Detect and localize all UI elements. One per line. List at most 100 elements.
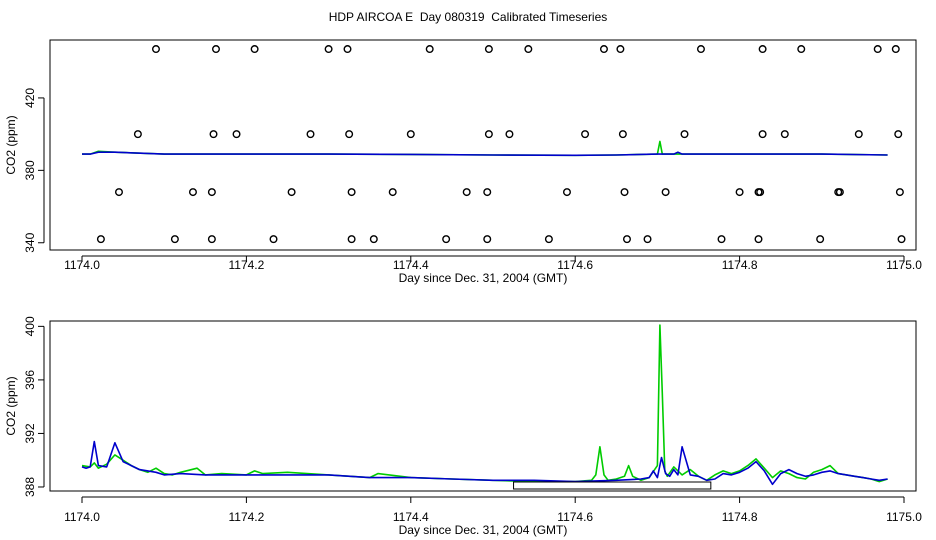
data-point [754, 235, 763, 244]
data-point [306, 130, 315, 139]
data-point [207, 235, 216, 244]
x-axis: 1174.0 1174.2 1174.4 1174.6 1174.8 1175.0 [64, 496, 922, 524]
data-point [897, 235, 906, 244]
y-tick-label: 340 [23, 232, 37, 252]
data-point [462, 188, 471, 197]
y-tick-label: 400 [23, 316, 37, 336]
data-point [151, 45, 160, 54]
data-point [758, 130, 767, 139]
data-point [873, 45, 882, 54]
data-point [544, 235, 553, 244]
blue-series-line [81, 440, 888, 486]
data-point [343, 45, 352, 54]
data-point [345, 130, 354, 139]
x-tick-label: 1174.6 [557, 510, 593, 524]
x-tick-label: 1175.0 [886, 510, 922, 524]
y-tick-label: 388 [23, 477, 37, 497]
data-point [562, 188, 571, 197]
data-point [661, 188, 670, 197]
y-tick-label: 420 [23, 88, 37, 108]
data-point [797, 45, 806, 54]
data-point [854, 130, 863, 139]
data-point [780, 130, 789, 139]
data-point [620, 188, 629, 197]
data-point [207, 188, 216, 197]
data-point [483, 188, 492, 197]
data-point [442, 235, 451, 244]
x-tick-label: 1175.0 [886, 258, 922, 272]
series-lines [82, 140, 888, 157]
plot-frame [49, 320, 917, 492]
data-point [483, 235, 492, 244]
y-tick-label: 392 [23, 423, 37, 443]
data-point [505, 130, 514, 139]
data-point [756, 188, 765, 197]
data-point [369, 235, 378, 244]
series-lines [81, 324, 888, 486]
data-point [287, 188, 296, 197]
data-point [484, 45, 493, 54]
top-panel: 1174.0 1174.2 1174.4 1174.6 1174.8 1175.0 340… [4, 39, 922, 285]
y-tick-label: 380 [23, 160, 37, 180]
data-point [599, 45, 608, 54]
data-point [717, 235, 726, 244]
data-point [211, 45, 220, 54]
data-point [581, 130, 590, 139]
y-tick-label: 396 [23, 370, 37, 390]
data-point [680, 130, 689, 139]
data-point [347, 235, 356, 244]
data-point [324, 45, 333, 54]
green-series-line [82, 140, 888, 157]
data-point [524, 45, 533, 54]
y-axis-label: CO2 (ppm) [4, 115, 18, 174]
x-axis: 1174.0 1174.2 1174.4 1174.6 1174.8 1175.0 [64, 255, 922, 272]
data-point [170, 235, 179, 244]
x-tick-label: 1174.0 [64, 258, 100, 272]
data-point [835, 188, 844, 197]
data-point [114, 188, 123, 197]
data-point [188, 188, 197, 197]
data-point [696, 45, 705, 54]
data-point [425, 45, 434, 54]
data-point [96, 235, 105, 244]
data-point [816, 235, 825, 244]
selection-bracket [513, 481, 712, 490]
x-tick-label: 1174.4 [393, 258, 429, 272]
x-tick-label: 1174.8 [722, 258, 758, 272]
x-tick-label: 1174.0 [64, 510, 100, 524]
y-axis: 388 392 396 400 [23, 316, 45, 497]
data-point [618, 130, 627, 139]
data-point [209, 130, 218, 139]
data-point [406, 130, 415, 139]
data-point [133, 130, 142, 139]
data-point [347, 188, 356, 197]
y-axis-label: CO2 (ppm) [4, 376, 18, 435]
x-tick-label: 1174.2 [228, 510, 264, 524]
data-point [484, 130, 493, 139]
data-point [269, 235, 278, 244]
y-axis: 340 380 420 [23, 88, 45, 253]
data-point [388, 188, 397, 197]
data-point [758, 45, 767, 54]
x-axis-label: Day since Dec. 31, 2004 (GMT) [399, 271, 568, 285]
plot-frame [49, 39, 917, 251]
data-point [895, 188, 904, 197]
data-point [232, 130, 241, 139]
data-point [894, 130, 903, 139]
x-tick-label: 1174.6 [557, 258, 593, 272]
data-point [616, 45, 625, 54]
page-title: HDP AIRCOA E Day 080319 Calibrated Times… [328, 10, 608, 24]
green-series-line [81, 324, 888, 483]
data-point [891, 45, 900, 54]
data-point [643, 235, 652, 244]
x-axis-label: Day since Dec. 31, 2004 (GMT) [399, 523, 568, 537]
x-tick-label: 1174.2 [228, 258, 264, 272]
data-point [250, 45, 259, 54]
point-markers [96, 45, 906, 244]
x-tick-label: 1174.4 [393, 510, 429, 524]
x-tick-label: 1174.8 [722, 510, 758, 524]
blue-series-line [82, 151, 888, 157]
bottom-panel: 1174.0 1174.2 1174.4 1174.6 1174.8 1175.0 388… [4, 316, 922, 537]
data-point [735, 188, 744, 197]
